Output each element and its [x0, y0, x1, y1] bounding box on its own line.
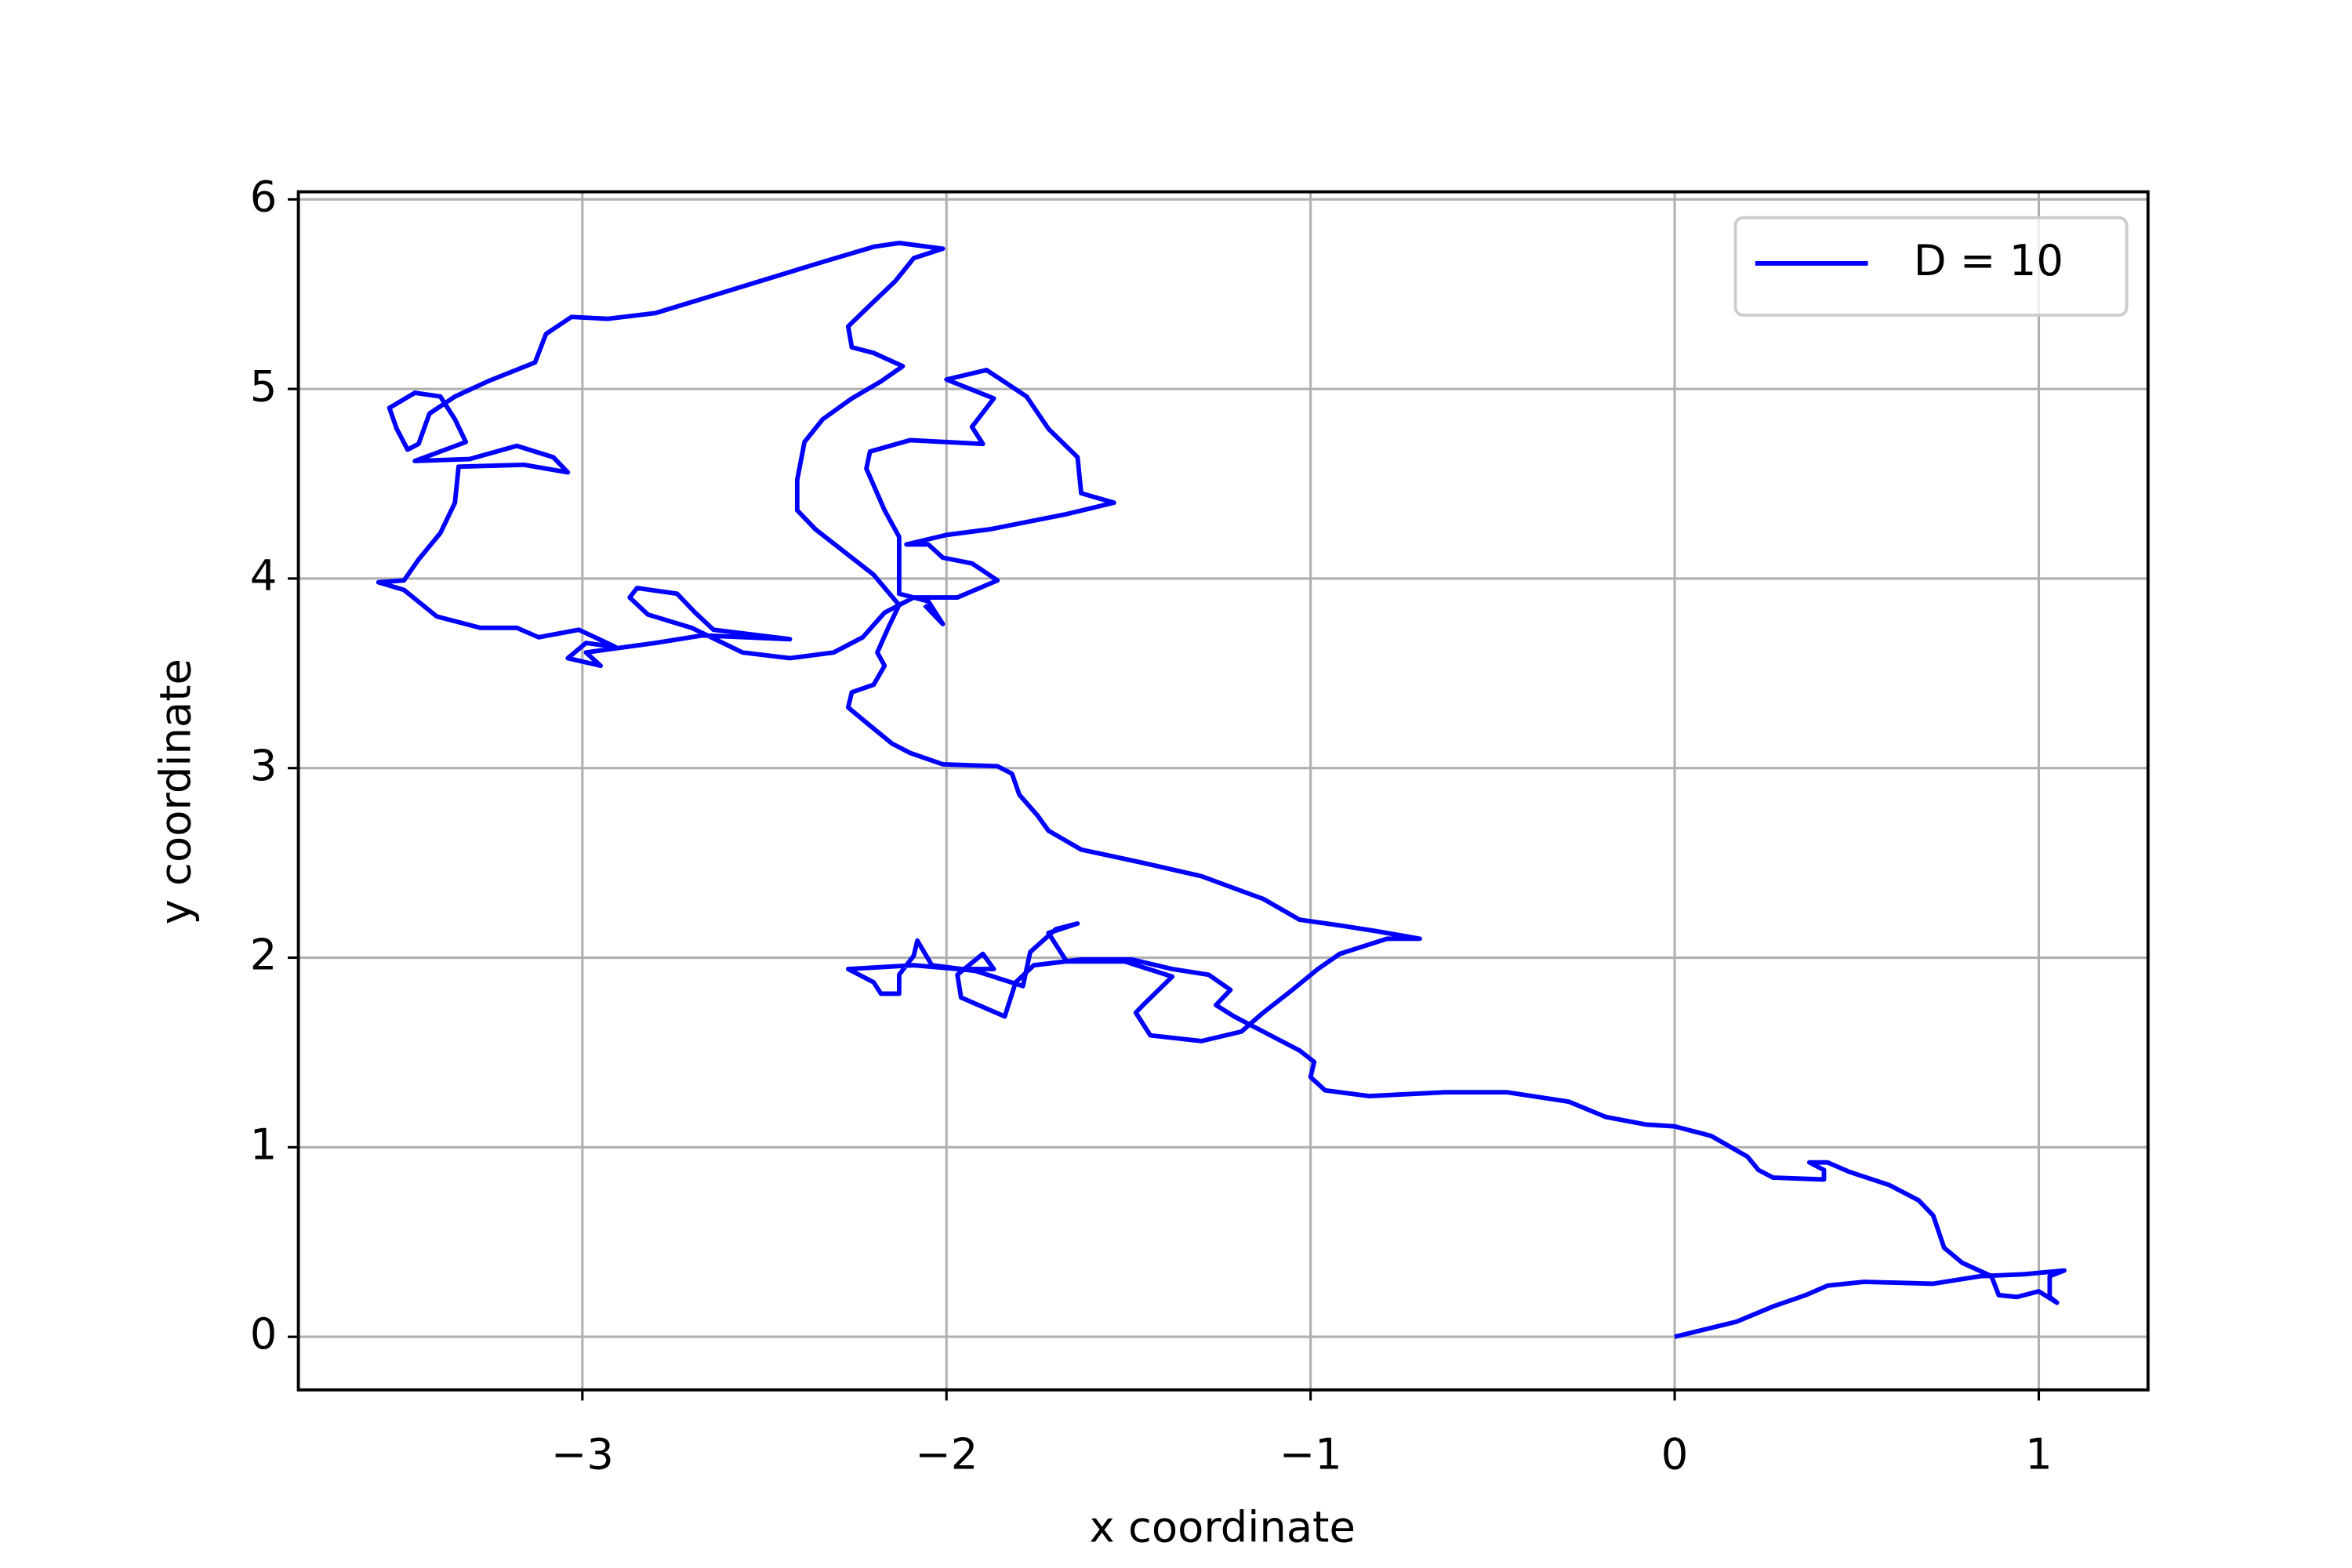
y-tick-label: 6 [250, 172, 278, 221]
legend-box [1733, 216, 2129, 317]
y-tick-label: 0 [250, 1309, 278, 1359]
x-tick-label: 0 [1661, 1429, 1689, 1479]
y-tick-label: 3 [250, 741, 278, 790]
legend: D = 10 [1733, 216, 2129, 317]
y-tick-label: 4 [250, 551, 278, 601]
y-tick-label: 2 [250, 931, 278, 980]
trajectory-line [376, 241, 2067, 1339]
x-tick-label: −2 [915, 1429, 978, 1479]
x-axis-label: x coordinate [1090, 1503, 1356, 1552]
x-tick-label: −3 [551, 1429, 614, 1479]
axes-frame [296, 190, 2150, 1392]
legend-label: D = 10 [1914, 236, 2063, 285]
y-tick-label: 1 [250, 1120, 278, 1169]
y-tick-label: 5 [250, 361, 278, 411]
grid [298, 191, 2148, 1390]
ticks: −3 −2 −1 0 1 0 1 2 3 4 5 6 [250, 172, 2053, 1479]
plot-area [376, 241, 2067, 1339]
x-tick-label: −1 [1279, 1429, 1342, 1479]
y-axis-label: y coordinate [151, 659, 200, 924]
x-tick-label: 1 [2025, 1429, 2053, 1479]
